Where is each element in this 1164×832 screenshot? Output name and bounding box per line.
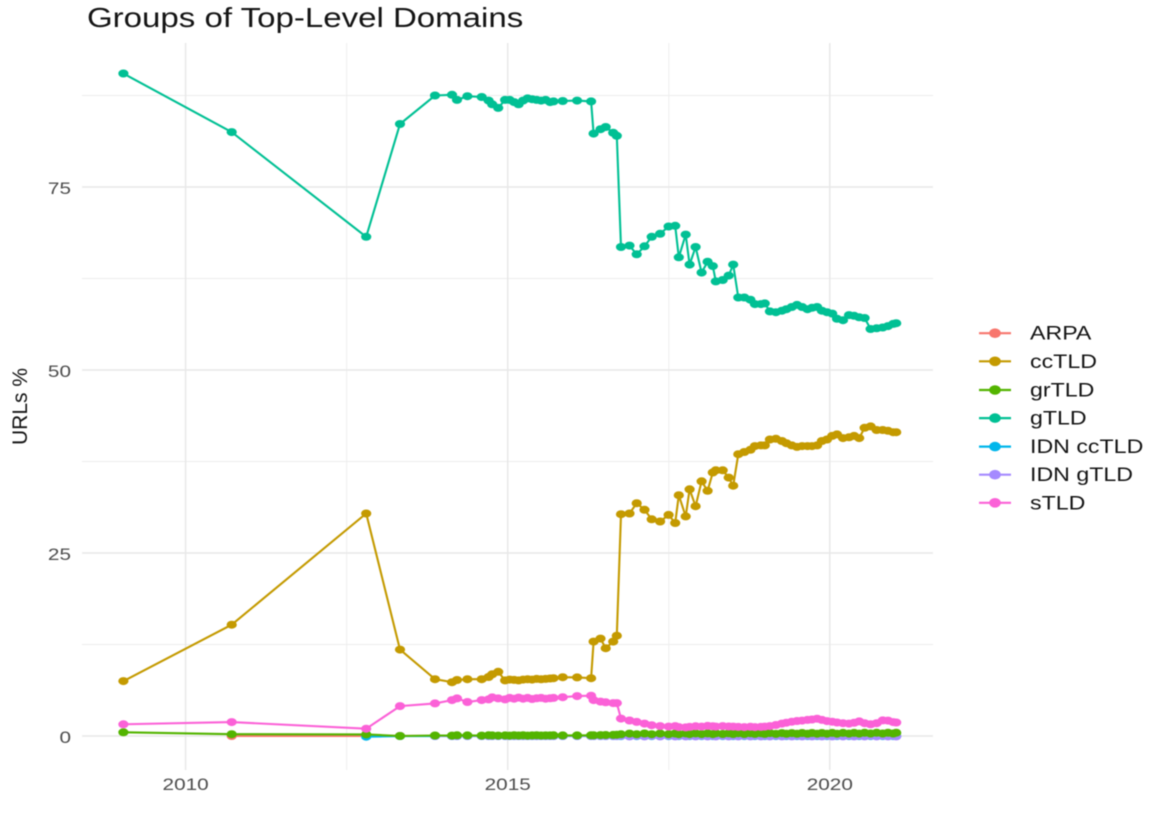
- svg-text:75: 75: [48, 180, 71, 199]
- svg-text:ccTLD: ccTLD: [1030, 352, 1097, 373]
- svg-text:ARPA: ARPA: [1030, 324, 1092, 345]
- svg-text:25: 25: [48, 546, 71, 565]
- svg-text:gTLD: gTLD: [1030, 408, 1087, 429]
- svg-text:URLs %: URLs %: [9, 368, 32, 445]
- svg-text:50: 50: [48, 363, 71, 382]
- svg-text:IDN gTLD: IDN gTLD: [1030, 465, 1133, 486]
- svg-text:2015: 2015: [485, 776, 531, 795]
- svg-text:2020: 2020: [807, 776, 853, 795]
- svg-text:2010: 2010: [163, 776, 209, 795]
- svg-text:IDN ccTLD: IDN ccTLD: [1030, 437, 1143, 458]
- svg-text:Groups of Top-Level Domains: Groups of Top-Level Domains: [87, 2, 523, 33]
- svg-text:0: 0: [59, 729, 71, 748]
- svg-text:grTLD: grTLD: [1030, 380, 1094, 401]
- svg-text:sTLD: sTLD: [1030, 493, 1085, 514]
